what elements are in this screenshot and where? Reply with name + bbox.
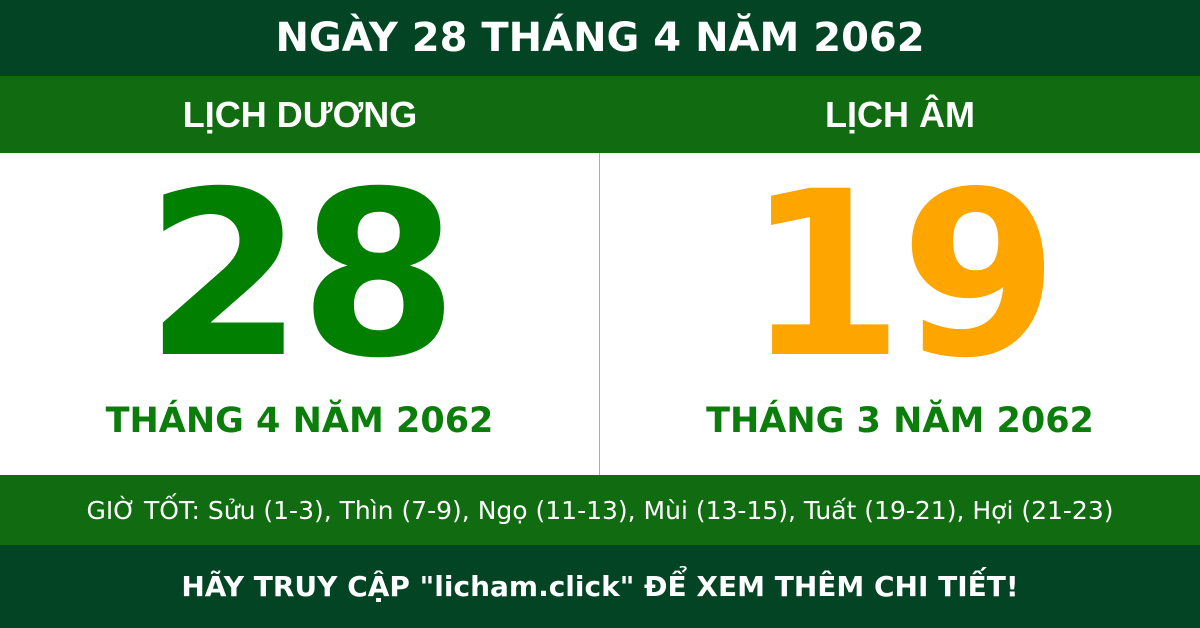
lunar-heading: LỊCH ÂM [825,93,975,135]
calendar-body: 28 THÁNG 4 NĂM 2062 19 THÁNG 3 NĂM 2062 [0,153,1200,475]
good-hours: GIỜ TỐT: Sửu (1-3), Thìn (7-9), Ngọ (11-… [0,475,1200,545]
lunar-day: 19 [745,142,1058,408]
footer-cta: HÃY TRUY CẬP "licham.click" ĐỂ XEM THÊM … [0,545,1200,628]
calendar-headings: LỊCH DƯƠNG LỊCH ÂM [0,76,1200,153]
lunar-column: 19 THÁNG 3 NĂM 2062 [600,153,1200,475]
solar-day: 28 [144,142,458,408]
page-title: NGÀY 28 THÁNG 4 NĂM 2062 [0,0,1200,76]
solar-heading: LỊCH DƯƠNG [182,93,418,135]
solar-column: 28 THÁNG 4 NĂM 2062 [0,153,600,475]
lunar-month-year: THÁNG 3 NĂM 2062 [706,401,1094,441]
solar-month-year: THÁNG 4 NĂM 2062 [105,401,494,441]
